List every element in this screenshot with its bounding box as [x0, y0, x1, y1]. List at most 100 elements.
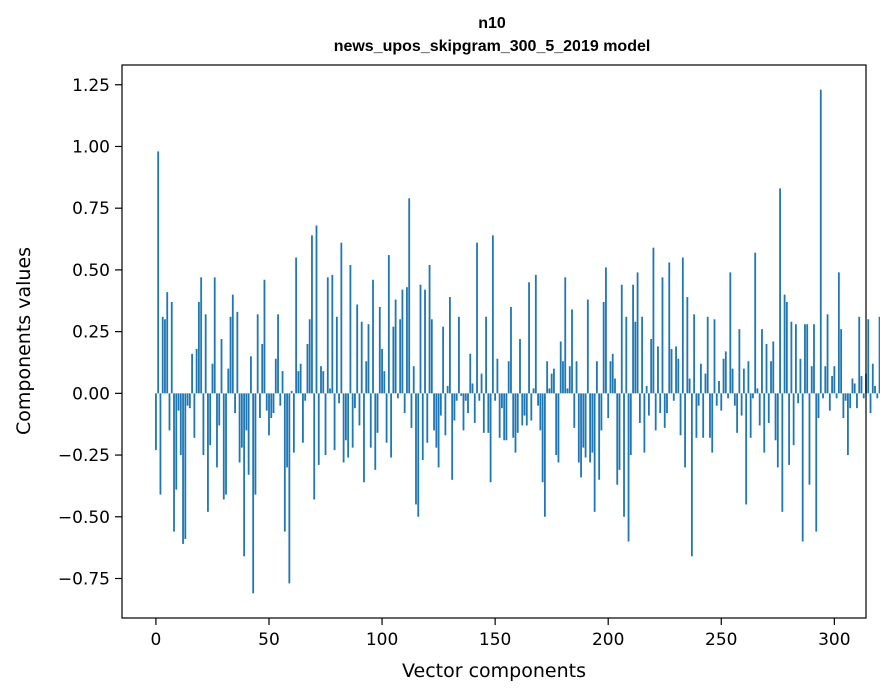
bar: [329, 388, 331, 394]
y-tick-label: 0.25: [72, 323, 110, 343]
bar: [394, 299, 397, 394]
bar: [763, 393, 766, 453]
bar: [718, 381, 720, 394]
bar: [320, 366, 322, 394]
bar: [322, 371, 325, 394]
bar: [306, 343, 309, 394]
bar: [406, 287, 408, 394]
bar: [326, 277, 329, 394]
x-tick-label: 250: [705, 630, 737, 650]
bar: [794, 324, 797, 394]
bar: [381, 348, 383, 394]
bar: [602, 302, 605, 394]
bar: [666, 393, 668, 414]
bar: [507, 361, 510, 394]
bar: [657, 346, 659, 394]
bar: [505, 393, 508, 441]
bar: [856, 393, 858, 409]
bar: [616, 393, 619, 485]
x-tick-label: 300: [818, 630, 850, 650]
bar: [584, 393, 587, 458]
bar: [288, 393, 291, 584]
bar: [347, 393, 350, 458]
bar: [451, 393, 454, 480]
bar: [847, 393, 849, 456]
bar: [623, 393, 625, 517]
bar: [525, 393, 528, 426]
bar: [302, 393, 304, 443]
bar: [690, 393, 693, 557]
bar: [338, 393, 340, 404]
bar: [401, 289, 404, 394]
bar: [593, 393, 596, 512]
bar: [245, 393, 248, 431]
bar: [625, 316, 628, 394]
bar: [797, 393, 800, 404]
bar: [464, 393, 467, 401]
bar: [632, 284, 634, 394]
bar: [204, 314, 207, 394]
bar: [503, 393, 506, 441]
bar: [722, 358, 725, 394]
bar: [553, 368, 555, 394]
bar: [392, 326, 395, 394]
bar: [534, 274, 537, 394]
bar: [442, 326, 445, 394]
bar: [776, 393, 779, 468]
x-axis-label: Vector components: [402, 660, 586, 682]
bar: [706, 316, 709, 394]
bar: [514, 393, 517, 453]
bar: [200, 277, 203, 394]
bar: [815, 393, 818, 532]
bar: [259, 393, 261, 419]
bar: [482, 393, 485, 433]
bar: [240, 393, 243, 448]
bar: [179, 393, 182, 456]
bar: [491, 235, 494, 394]
bar: [638, 393, 641, 423]
bar: [487, 393, 490, 433]
bar: [831, 376, 833, 394]
bar: [801, 393, 804, 542]
bar: [207, 393, 209, 512]
bar: [860, 376, 863, 394]
bar: [571, 309, 573, 394]
bar: [297, 371, 300, 394]
bar: [643, 393, 646, 453]
bar: [173, 393, 175, 532]
bar: [421, 393, 424, 460]
chart-subtitle: news_upos_skipgram_300_5_2019 model: [334, 38, 651, 55]
bar: [661, 277, 664, 394]
bar: [754, 252, 757, 394]
bar: [804, 324, 806, 394]
bar: [808, 393, 811, 485]
bar: [175, 393, 178, 490]
bar: [218, 393, 221, 426]
bar: [731, 368, 734, 394]
bar: [704, 373, 707, 394]
bar: [562, 361, 564, 394]
bar: [874, 385, 876, 394]
bar: [828, 393, 831, 411]
bar: [383, 371, 386, 394]
bar: [519, 339, 521, 394]
bar: [663, 393, 666, 428]
bar: [767, 393, 770, 423]
bar: [790, 321, 793, 394]
bar: [788, 393, 791, 465]
plot-frame: [121, 64, 867, 619]
bar: [530, 393, 533, 421]
bar: [711, 393, 714, 453]
bar: [634, 321, 637, 394]
bar: [498, 393, 501, 438]
bar: [299, 363, 302, 394]
bar: [476, 242, 478, 394]
bar: [681, 257, 684, 394]
bar: [433, 393, 435, 431]
bar: [700, 363, 702, 394]
bar: [792, 393, 795, 446]
x-tick-label: 150: [479, 630, 511, 650]
bar: [733, 393, 736, 406]
bar: [229, 316, 232, 394]
bar: [546, 361, 549, 394]
